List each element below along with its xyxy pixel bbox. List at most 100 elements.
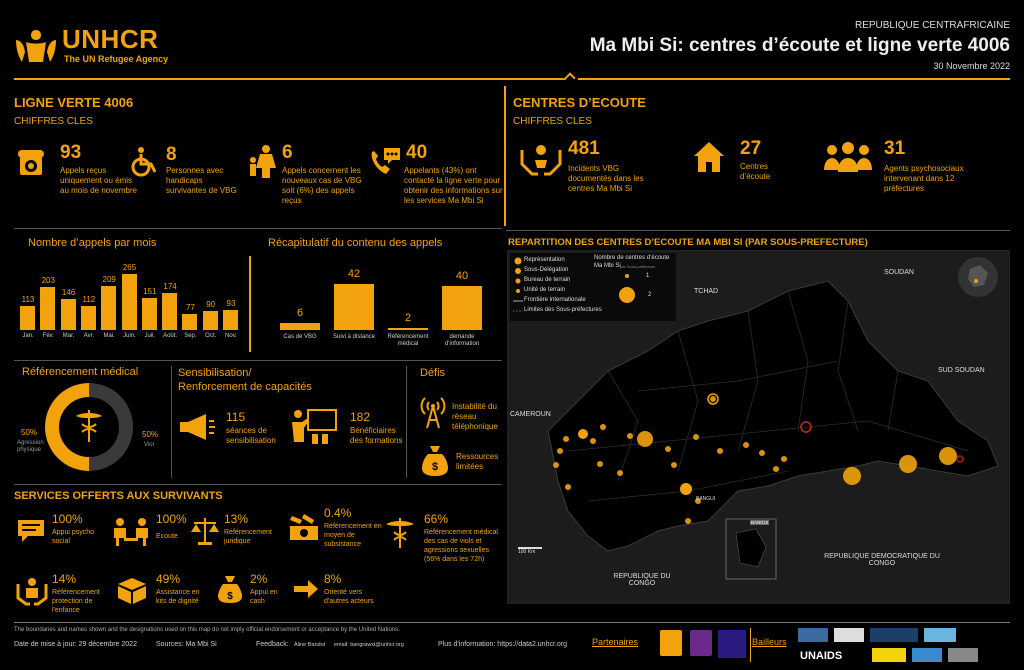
ligne-stat-1-value: 93 — [60, 142, 82, 163]
service-6: 14% Référencement protection de l'enfanc… — [14, 572, 114, 622]
donor-logo-4 — [924, 628, 956, 642]
medical-icon — [386, 518, 414, 548]
centres-stat-3-value: 31 — [884, 138, 906, 159]
service-5: 66% Référencement médical des cas de vio… — [384, 512, 504, 584]
footer-feedback-email[interactable]: email: bangrawxi@unhcr.org — [334, 642, 404, 648]
house-icon — [694, 142, 724, 172]
mid-rule-2 — [14, 360, 502, 361]
map-legend-1: Représentation — [524, 257, 565, 263]
city-bangui: BANGUI — [696, 496, 716, 502]
svg-text:$: $ — [227, 591, 233, 602]
calls-bar-8 — [162, 293, 178, 330]
content-bar-4 — [442, 286, 482, 330]
calls-bar-5 — [101, 285, 117, 330]
calls-bar-1 — [20, 306, 35, 330]
country-congo: REPUBLIQUE DU CONGO — [613, 573, 671, 587]
defis-text-2: Ressources limitées — [456, 452, 499, 471]
woman-child-icon — [250, 145, 276, 178]
unhcr-logo: UNHCR The UN Refugee Agency — [14, 24, 184, 68]
chat-icon — [18, 520, 44, 542]
unhcr-emblem-icon — [16, 30, 56, 62]
centres-stat-2-text: Centres d’écoute — [740, 162, 771, 181]
partner-logo-3 — [718, 630, 746, 658]
chart-calls: 113 Jan. 203 Fév. 146 Mar. 112 Avr. 209 Mai. 265 Ju… — [14, 256, 246, 350]
centres-stat-1-value: 481 — [568, 138, 600, 159]
cash-icon — [290, 514, 318, 540]
sensib-title-1: Sensibilisation/ — [178, 367, 252, 379]
footer-update: Date de mise à jour: 29 décembre 2022 — [14, 641, 137, 648]
group-icon — [824, 142, 872, 172]
sensib-value-1: 115 — [226, 410, 246, 424]
divider-main — [504, 86, 506, 226]
calls-bar-11 — [223, 310, 238, 330]
footer-feedback-name: Aline Bandot — [294, 642, 326, 648]
calls-month-label: Sep. — [184, 333, 197, 339]
calls-value-label: 151 — [143, 287, 157, 297]
donor-logo-3 — [870, 628, 918, 642]
sensib-text-2: Bénéficiaires des formations — [350, 426, 403, 445]
legend-size-title: Nombre de centres d’écoute — [594, 255, 670, 261]
calls-bar-9 — [182, 313, 198, 330]
country-cameroun: CAMEROUN — [510, 411, 551, 418]
phone-icon — [18, 150, 44, 175]
country-label: REPUBLIQUE CENTRAFRICAINE — [854, 20, 1010, 31]
service-8-pct: 2% — [250, 572, 268, 586]
ligne-stat-4-value: 40 — [406, 142, 428, 163]
service-6-text: Référencement protection de l'enfance — [52, 589, 100, 614]
mid-rule-left — [14, 228, 502, 229]
calls-month-label: Oct. — [205, 333, 217, 339]
footer-rule — [14, 622, 1010, 623]
calls-bar-6 — [121, 274, 137, 330]
services-title: SERVICES OFFERTS AUX SURVIVANTS — [14, 490, 223, 502]
protection-icon — [16, 578, 48, 606]
footer-info-link[interactable]: Plus d'information: https://data2.unhcr.… — [438, 641, 567, 648]
service-1-text: Appui psycho social — [52, 529, 95, 545]
country-tchad: TCHAD — [694, 288, 719, 295]
service-4: 0.4% Référencement en moyen de subsistan… — [288, 506, 388, 566]
donor-logo-1 — [798, 628, 828, 642]
donor-logo-canada — [834, 628, 864, 642]
divider-charts — [249, 256, 251, 352]
donor-logo-7 — [948, 648, 978, 662]
content-bar-1 — [280, 323, 320, 330]
service-9: 8% Orienté vers d'autres acteurs — [290, 572, 400, 622]
ligne-stat-4-text: Appelants (43%) ont contacté la ligne ve… — [404, 166, 503, 205]
pie-slice-1 — [89, 383, 133, 471]
content-bar-2 — [334, 284, 374, 330]
centres-subtitle: CHIFFRES CLES — [513, 116, 592, 127]
service-8: $ 2% Appui en cash — [216, 572, 296, 622]
calls-value-label: 93 — [226, 299, 236, 309]
content-value-label: 6 — [296, 307, 304, 320]
logo-subtitle: The UN Refugee Agency — [64, 54, 169, 64]
page-title: Ma Mbi Si: centres d’écoute et ligne ver… — [589, 35, 1010, 56]
chart-pie — [45, 383, 133, 471]
kit-icon — [118, 578, 146, 604]
ligne-stat-2-value: 8 — [166, 144, 177, 165]
legend-symbols-icon — [513, 257, 523, 312]
footer-disclaimer: The boundaries and names shown and the d… — [14, 627, 400, 633]
header-rule-notch — [564, 72, 576, 84]
calls-value-label: 77 — [185, 302, 195, 312]
arrow-icon — [294, 580, 318, 598]
legend-size-2: 2 — [648, 292, 652, 298]
map-legend-3: Bureau de terrain — [524, 277, 571, 283]
pie-label-right: 50% — [142, 430, 159, 439]
pie-title: Référencement médical — [22, 366, 139, 378]
chart-calls-title: Nombre d’appels par mois — [28, 237, 157, 249]
calls-value-label: 146 — [61, 288, 76, 298]
calls-month-label: Fév. — [42, 333, 54, 339]
pie-cat-left: Agression physique — [17, 440, 44, 453]
centres-title: CENTRES D’ECOUTE — [513, 95, 646, 110]
content-cat-label: Cas de VBG — [283, 334, 317, 340]
content-cat-label: demande d’information — [444, 334, 480, 347]
legend-size-sub: Ma Mbi Si — [594, 263, 621, 269]
partner-logo-1 — [660, 630, 682, 656]
svg-text:$: $ — [432, 461, 438, 473]
scale-icon — [191, 518, 219, 545]
service-9-pct: 8% — [324, 572, 342, 586]
defis-text-1: Instabilité du réseau téléphonique — [452, 402, 498, 431]
content-value-label: 40 — [455, 270, 469, 283]
donor-logo-unaids: UNAIDS — [800, 650, 843, 662]
report-date: 30 Novembre 2022 — [933, 61, 1010, 71]
service-5-pct: 66% — [424, 512, 449, 526]
